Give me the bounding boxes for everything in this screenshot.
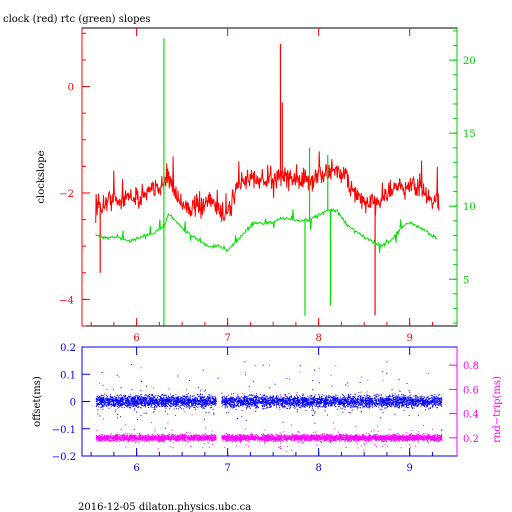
top-x-tick-label: 7 — [224, 333, 230, 344]
bottom-y-left-tick-label: −0.1 — [52, 425, 76, 436]
bottom-y-right-tick-label: 0.4 — [463, 410, 479, 421]
bottom-x-tick-label: 7 — [224, 463, 230, 474]
bottom-x-tick-label: 8 — [315, 463, 321, 474]
clock-slope-line — [95, 151, 440, 224]
bottom-y-left-tick-label: 0.2 — [60, 343, 76, 354]
bottom-y-left-tick-label: 0.1 — [60, 370, 76, 381]
top-y-left-tick-label: −2 — [59, 189, 74, 200]
rtc-slope-line — [95, 207, 438, 254]
bottom-y-left-tick-label: −0.2 — [52, 452, 76, 463]
offset-roundtrip-chart: 6 7 8 9 0.2 0.1 0 −0.1 −0.2 0.2 0.4 0.6 0.8 offset(ms… — [32, 343, 503, 474]
bottom-y-right-tick-label: 0.8 — [463, 361, 479, 372]
bottom-x-tick-label: 9 — [406, 463, 412, 474]
footer-text: 2016-12-05 dilaton.physics.ubc.ca — [78, 502, 251, 512]
top-y-right-tick-label: 20 — [463, 56, 476, 67]
top-y-left-tick-label: 0 — [68, 83, 74, 94]
top-x-tick-label: 9 — [406, 333, 412, 344]
top-y-right-tick-label: 5 — [463, 275, 469, 286]
page-title: clock (red) rtc (green) slopes — [3, 14, 151, 25]
bottom-y-right-tick-label: 0.2 — [463, 434, 479, 445]
bottom-y-axis-label-left: offset(ms) — [32, 376, 43, 427]
offset-scatter — [95, 361, 443, 443]
roundtrip-scatter — [95, 364, 443, 452]
top-y-axis-label: clockslope — [36, 150, 47, 203]
top-y-right-tick-label: 15 — [463, 129, 476, 140]
bottom-y-left-tick-label: 0 — [70, 398, 76, 409]
top-x-tick-label: 8 — [315, 333, 321, 344]
bottom-y-axis-label-right: rnd−trip(ms) — [492, 376, 503, 443]
top-y-left-tick-label: −4 — [59, 295, 74, 306]
top-y-right-tick-label: 10 — [463, 202, 476, 213]
bottom-y-right-tick-label: 0.6 — [463, 385, 479, 396]
bottom-x-tick-label: 6 — [133, 463, 139, 474]
clock-rtc-slope-chart: 6 7 8 9 0 −2 −4 5 10 15 20 clockslope — [36, 27, 476, 344]
top-x-tick-label: 6 — [133, 333, 139, 344]
